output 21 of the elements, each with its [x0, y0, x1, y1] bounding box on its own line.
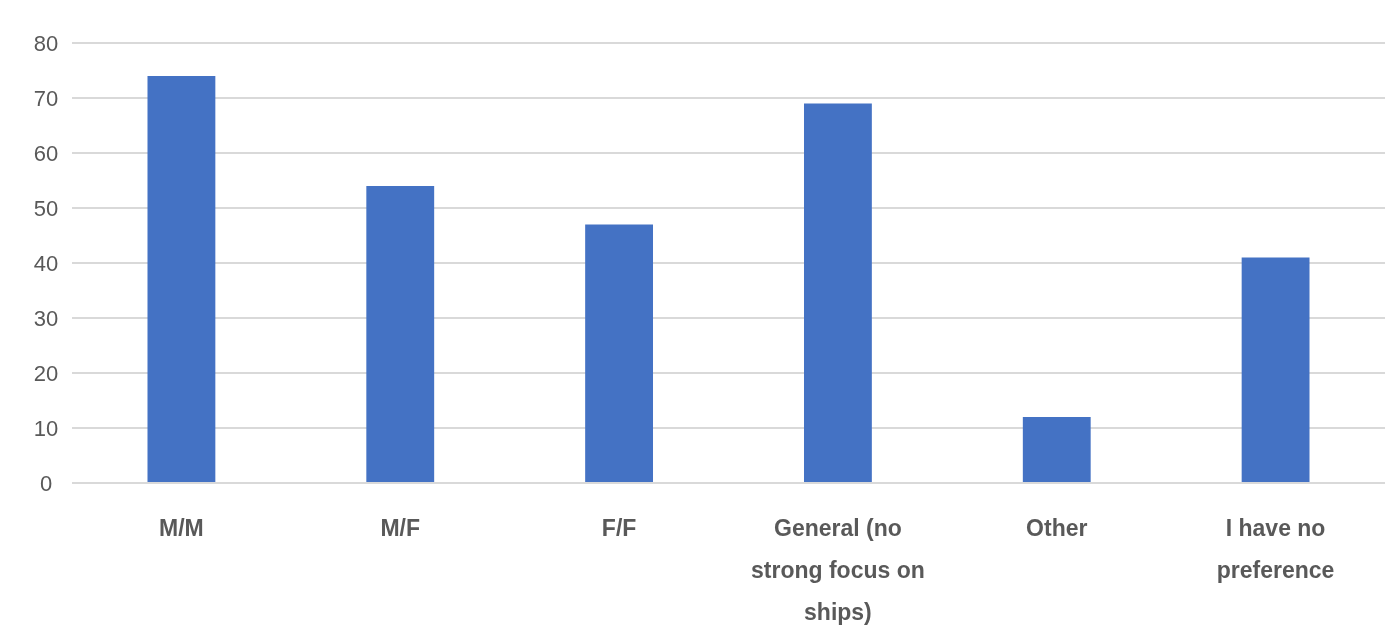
bar [366, 186, 435, 483]
y-tick-label: 20 [33, 360, 59, 386]
x-tick-label: F/F [601, 515, 637, 541]
x-tick-label: I have no preference [1216, 515, 1335, 583]
y-tick-label: 0 [39, 470, 53, 496]
y-tick-label: 50 [33, 195, 59, 221]
y-tick-label: 80 [33, 30, 59, 56]
x-tick-label: General (no strong focus on ships) [751, 515, 925, 625]
y-tick-label: 70 [33, 85, 59, 111]
y-tick-label: 40 [33, 250, 59, 276]
bar [804, 103, 872, 483]
bar [1241, 257, 1310, 483]
x-tick-label: M/F [380, 515, 421, 541]
y-tick-label: 10 [33, 415, 59, 441]
x-tick-label: Other [1026, 515, 1088, 541]
y-tick-label: 30 [33, 305, 59, 331]
bar [585, 224, 653, 483]
x-tick-label: M/M [159, 515, 204, 541]
y-tick-label: 60 [33, 140, 59, 166]
bar [1022, 417, 1091, 483]
bar [147, 76, 216, 483]
